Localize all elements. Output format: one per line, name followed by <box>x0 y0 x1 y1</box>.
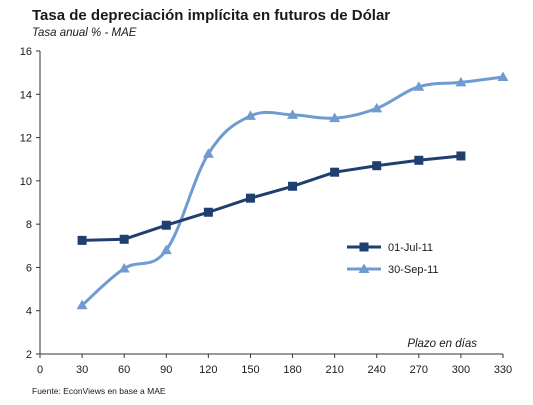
x-tick-label: 150 <box>241 364 259 376</box>
triangle-marker <box>371 102 383 113</box>
y-tick-label: 16 <box>20 46 32 58</box>
x-tick-label: 60 <box>118 364 130 376</box>
square-marker <box>245 193 255 203</box>
x-axis-title: Plazo en días <box>407 338 477 350</box>
y-tick-label: 12 <box>20 133 32 145</box>
triangle-marker <box>244 110 256 120</box>
x-tick-label: 210 <box>325 364 343 376</box>
y-tick-label: 6 <box>26 262 32 274</box>
triangle-marker <box>160 244 172 255</box>
series-0 <box>77 151 466 245</box>
square-marker <box>77 235 87 245</box>
triangle-marker <box>118 263 130 273</box>
legend-swatch-marker <box>359 242 369 252</box>
square-marker <box>161 220 171 230</box>
triangle-marker <box>455 76 467 87</box>
y-tick-label: 2 <box>26 349 32 361</box>
source-note: Fuente: EconViews en base a MAE <box>32 386 166 396</box>
x-tick-label: 90 <box>160 364 172 376</box>
y-tick-label: 14 <box>20 89 32 101</box>
series-layer <box>76 71 509 310</box>
triangle-marker <box>287 109 299 119</box>
legend-label: 01-Jul-11 <box>388 242 433 254</box>
triangle-marker <box>329 112 341 123</box>
x-tick-label: 330 <box>494 364 512 376</box>
legend-swatch-marker <box>358 263 370 273</box>
square-marker <box>203 207 213 217</box>
square-marker <box>330 167 340 177</box>
y-tick-label: 8 <box>26 219 32 231</box>
y-tick-label: 4 <box>26 306 32 318</box>
legend-label: 30-Sep-11 <box>388 264 439 276</box>
x-tick-label: 120 <box>199 364 217 376</box>
x-tick-label: 240 <box>368 364 386 376</box>
chart-subtitle: Tasa anual % - MAE <box>32 27 137 39</box>
triangle-marker <box>202 148 214 158</box>
chart-axes: 2 4 6 8 10 12 14 16 0 30 60 90 120 150 180 210 240 270 300… <box>20 46 512 376</box>
series-1 <box>76 71 509 310</box>
x-tick-label: 30 <box>76 364 88 376</box>
square-marker <box>372 161 382 171</box>
square-marker <box>288 181 298 191</box>
y-tick-label: 10 <box>20 176 32 188</box>
chart-legend: 01-Jul-11 30-Sep-11 <box>347 242 439 276</box>
x-tick-label: 270 <box>410 364 428 376</box>
square-marker <box>456 151 466 161</box>
series-line <box>82 154 462 242</box>
x-tick-label: 180 <box>283 364 301 376</box>
square-marker <box>119 234 129 244</box>
triangle-marker <box>497 71 509 81</box>
triangle-marker <box>413 81 425 91</box>
x-tick-label: 0 <box>37 364 43 376</box>
x-tick-label: 300 <box>452 364 470 376</box>
chart-title: Tasa de depreciación implícita en futuro… <box>32 7 391 24</box>
square-marker <box>414 155 424 165</box>
triangle-marker <box>76 299 88 310</box>
